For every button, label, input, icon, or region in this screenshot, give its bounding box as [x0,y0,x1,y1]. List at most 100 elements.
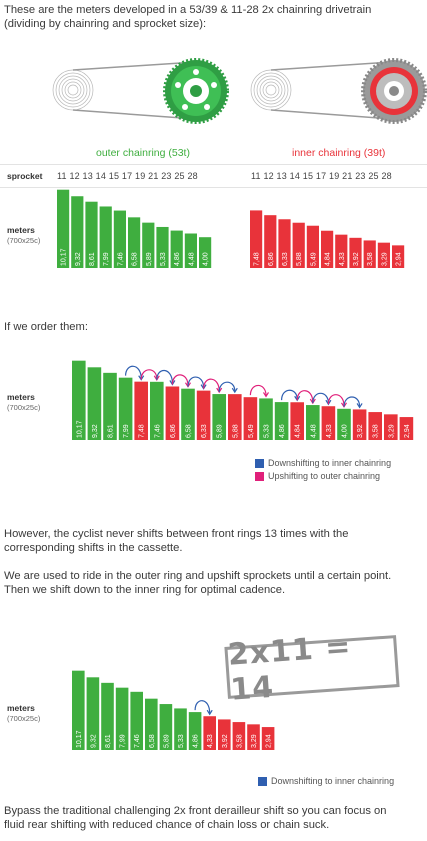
bar-label: 7,99 [123,424,130,438]
bar-label: 6,33 [201,424,208,438]
shift-arrow [187,376,205,388]
bar [145,698,158,750]
bar [384,414,398,440]
bar [72,360,86,440]
meters-label: meters [7,225,35,235]
bar-label: 7,99 [103,252,110,266]
bar [115,687,129,750]
shift-arrow [327,394,345,406]
legend-downshift: Downshifting to inner chainring [255,458,391,468]
bar-label: 3,92 [357,424,364,438]
bar-label: 4,00 [342,424,349,438]
bar-label: 3,58 [373,424,380,438]
bar-label: 3,92 [353,252,360,266]
divider [0,187,427,188]
shift-arrow [140,369,158,380]
bar [150,381,164,440]
legend-downshift-label: Downshifting to inner chainring [271,776,395,786]
bar [250,210,263,268]
bar [184,233,197,268]
tire-size-label: (700x25c) [7,714,41,723]
paragraph-line: Bypass the traditional challenging 2x fr… [4,805,387,817]
bar-label: 4,00 [203,252,210,266]
bar-label: 9,32 [75,252,82,266]
bar-label: 7,46 [117,252,124,266]
shift-arrow [343,396,361,407]
bar-label: 4,84 [295,424,302,438]
bar-label: 6,58 [186,424,193,438]
bar-label: 5,33 [160,252,167,266]
bar-label: 10,17 [61,248,68,266]
bar [363,240,376,268]
chainring-inner-icon [361,58,427,124]
shift-arrow-head [169,380,176,386]
bar-label: 5,33 [264,424,271,438]
legend-upshift-label: Upshifting to outer chainring [268,471,381,481]
bar [290,402,304,440]
bar [57,189,70,268]
bar [368,412,382,440]
paragraph-line: However, the cyclist never shifts betwee… [4,528,349,540]
shift-arrow [203,378,220,392]
bar-label: 4,86 [174,252,181,266]
inner-chainring-title: inner chainring (39t) [292,147,386,159]
bar [113,210,126,268]
bar-label: 7,99 [120,734,127,748]
legend-upshift: Upshifting to outer chainring [255,471,380,481]
bar [199,237,212,268]
legend-swatch-blue [258,776,267,786]
intro-line-1: These are the meters developed in a 53/3… [4,4,372,16]
bar-label: 4,33 [339,252,346,266]
meters-label: meters [7,703,35,713]
bar [181,388,195,440]
bar [399,417,414,440]
bar [87,367,102,440]
bar [377,242,390,268]
single-shift-meters-chart: 10,17 9,32 8,61 7,99 7,46 6,58 5,89 5,33 4,86 4,3… [72,670,275,750]
paragraph-line: We are used to ride in the outer ring an… [4,570,392,582]
sprocket-label: sprocket [7,171,43,181]
shift-arrow [296,390,314,403]
bar-label: 3,29 [381,252,388,266]
bar [352,409,367,440]
bar-label: 9,32 [92,424,99,438]
chainring-outer-icon [163,58,229,124]
paragraph-line: corresponding shifts in the cassette. [4,542,183,554]
shift-arrow [194,700,211,714]
bar-label: 3,92 [222,734,229,748]
bar [101,682,114,750]
bar-label: 9,32 [90,734,97,748]
bar [274,402,289,440]
shift-arrow-head [325,399,332,406]
bar [165,386,180,440]
bar-label: 3,29 [251,734,258,748]
bar-label: 4,84 [325,252,332,266]
shift-arrow-head [231,387,238,394]
bar [243,397,258,440]
intro-line-2: (dividing by chainring and sprocket size… [4,18,207,30]
bar-label: 7,46 [134,734,141,748]
order-heading: If we order them: [4,321,88,333]
bar-label: 7,46 [154,424,161,438]
bar [337,408,351,440]
bar [278,219,291,268]
bar [306,405,320,440]
shift-arrow-head [262,392,270,398]
bar [103,372,117,440]
bar [134,381,148,440]
shift-arrow [249,384,267,396]
bar-label: 5,49 [248,424,255,438]
bar-label: 5,33 [178,734,185,748]
bar [321,406,336,440]
bar-label: 8,61 [108,424,115,438]
bar-label: 8,61 [89,252,96,266]
bar-label: 7,48 [254,252,261,266]
bar-label: 6,86 [268,252,275,266]
bar [232,722,246,750]
bar [85,201,98,268]
bar-label: 2,94 [396,252,403,266]
bar [261,727,275,750]
bar [142,222,155,268]
bar [321,230,334,268]
bar-label: 2,94 [404,424,411,438]
